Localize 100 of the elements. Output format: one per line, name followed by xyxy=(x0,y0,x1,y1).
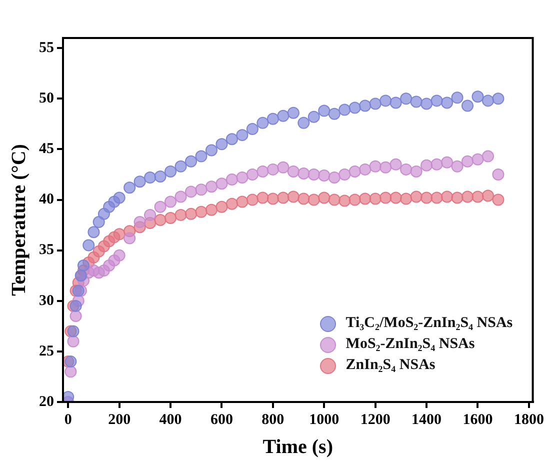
point xyxy=(369,98,382,110)
point xyxy=(462,100,474,112)
point xyxy=(369,192,382,205)
point xyxy=(420,192,433,204)
point xyxy=(216,178,228,190)
point xyxy=(420,159,433,172)
point xyxy=(430,94,443,107)
point xyxy=(420,98,433,110)
point xyxy=(348,102,361,114)
point xyxy=(451,92,464,104)
point xyxy=(348,194,361,206)
point xyxy=(63,390,74,402)
point xyxy=(308,194,320,206)
point xyxy=(70,310,82,322)
point xyxy=(164,196,177,208)
point xyxy=(124,232,136,244)
point xyxy=(328,194,340,206)
point xyxy=(205,204,218,216)
point xyxy=(462,155,474,168)
point xyxy=(64,366,77,378)
point xyxy=(441,190,454,203)
point xyxy=(77,260,90,272)
point xyxy=(298,116,310,129)
point xyxy=(236,172,248,184)
point xyxy=(472,90,484,103)
point xyxy=(328,172,340,184)
point xyxy=(144,208,156,221)
y-tick-label: 20 xyxy=(39,394,54,410)
point xyxy=(246,194,258,206)
y-tick-label: 55 xyxy=(39,40,54,56)
point xyxy=(205,144,218,156)
y-tick-label: 30 xyxy=(39,292,54,309)
point xyxy=(113,249,126,262)
point xyxy=(113,192,126,204)
point xyxy=(174,190,187,203)
point xyxy=(144,172,156,184)
point xyxy=(441,96,454,109)
point xyxy=(390,158,402,170)
point xyxy=(338,194,351,207)
point xyxy=(400,163,412,176)
legend-label: ZnIn₂S₄ NSAs xyxy=(346,357,436,374)
y-tick-label: 25 xyxy=(39,343,54,360)
point xyxy=(348,165,361,178)
point xyxy=(256,192,269,204)
y-tick-label: 45 xyxy=(39,141,54,158)
point xyxy=(124,182,136,194)
point xyxy=(441,156,454,168)
point xyxy=(410,165,422,178)
point xyxy=(308,168,320,180)
point xyxy=(246,168,258,180)
point xyxy=(380,192,392,204)
point xyxy=(164,212,177,224)
point xyxy=(492,168,504,180)
point xyxy=(64,356,77,368)
point xyxy=(174,208,187,221)
point xyxy=(410,96,422,108)
point xyxy=(318,170,330,182)
point xyxy=(246,123,258,135)
point xyxy=(482,94,494,107)
point xyxy=(451,160,464,172)
point xyxy=(195,184,208,196)
point xyxy=(338,168,351,180)
point xyxy=(154,200,166,213)
x-tick-label: 0 xyxy=(64,412,72,428)
point xyxy=(205,180,218,193)
x-tick-label: 1200 xyxy=(360,412,390,428)
point xyxy=(266,112,279,125)
point xyxy=(359,163,372,176)
point xyxy=(174,160,187,172)
legend-label: MoS₂-ZnIn₂S₄ NSAs xyxy=(346,336,475,353)
point xyxy=(338,104,351,116)
point xyxy=(359,100,372,112)
point xyxy=(390,192,402,204)
point xyxy=(462,190,474,203)
point xyxy=(134,176,146,188)
point xyxy=(277,161,290,174)
point xyxy=(226,198,238,210)
point xyxy=(67,335,80,348)
point xyxy=(451,192,464,204)
point xyxy=(277,110,290,122)
point xyxy=(359,192,372,205)
point xyxy=(236,196,248,208)
point xyxy=(472,190,484,203)
point xyxy=(113,228,126,240)
point xyxy=(380,161,392,174)
point xyxy=(70,300,82,312)
point xyxy=(390,96,402,109)
point xyxy=(72,284,84,297)
y-axis-title: Temperature (°C) xyxy=(8,144,30,296)
point xyxy=(82,239,95,252)
point xyxy=(67,325,80,338)
x-tick-label: 1400 xyxy=(412,412,442,428)
legend-label: Ti₃C₂/MoS₂-ZnIn₂S₄ NSAs xyxy=(346,315,513,332)
point xyxy=(195,150,208,162)
point xyxy=(185,186,198,198)
point xyxy=(134,216,146,228)
point xyxy=(256,165,269,178)
point xyxy=(410,190,422,203)
point xyxy=(185,208,198,220)
x-tick-label: 1600 xyxy=(462,412,493,428)
